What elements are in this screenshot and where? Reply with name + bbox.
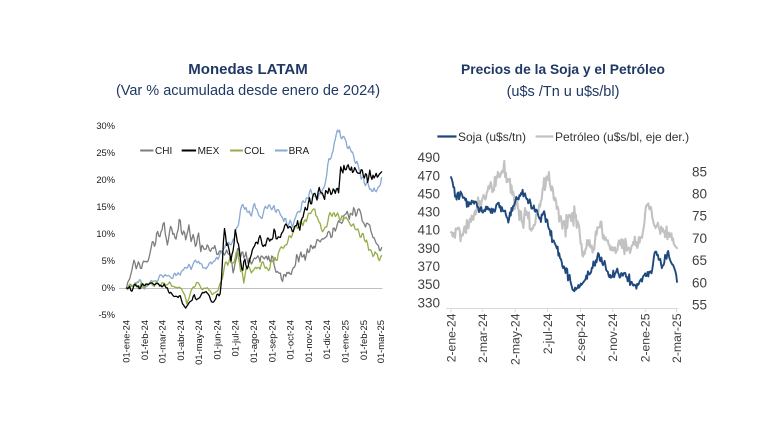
svg-text:330: 330 (417, 295, 440, 310)
svg-text:15%: 15% (96, 202, 115, 212)
svg-text:01-mar-24: 01-mar-24 (157, 320, 168, 363)
svg-text:01-feb-25: 01-feb-25 (358, 320, 369, 360)
svg-text:75: 75 (692, 209, 707, 224)
svg-text:01-mar-25: 01-mar-25 (375, 320, 386, 363)
svg-text:30%: 30% (96, 121, 115, 131)
svg-text:01-abr-24: 01-abr-24 (175, 320, 186, 361)
svg-text:70: 70 (692, 231, 707, 246)
svg-text:01-sep-24: 01-sep-24 (267, 320, 278, 362)
svg-text:-5%: -5% (98, 310, 115, 320)
svg-text:2-nov-24: 2-nov-24 (606, 313, 620, 361)
svg-text:01-nov-24: 01-nov-24 (303, 320, 314, 362)
svg-text:0%: 0% (102, 283, 115, 293)
svg-text:390: 390 (417, 241, 440, 256)
svg-text:85: 85 (692, 164, 707, 179)
svg-text:2-may-24: 2-may-24 (509, 313, 523, 365)
svg-text:01-dic-24: 01-dic-24 (321, 320, 332, 359)
svg-text:2-ene-25: 2-ene-25 (639, 313, 653, 362)
svg-text:01-ago-24: 01-ago-24 (248, 320, 259, 363)
svg-text:MEX: MEX (198, 146, 220, 157)
svg-text:(u$s /Tn u u$s/bl): (u$s /Tn u u$s/bl) (507, 84, 620, 100)
svg-text:CHI: CHI (155, 146, 172, 157)
svg-text:430: 430 (417, 205, 440, 220)
svg-text:2-mar-25: 2-mar-25 (670, 313, 684, 363)
svg-text:2-jul-24: 2-jul-24 (541, 313, 555, 354)
svg-text:01-ene-24: 01-ene-24 (121, 320, 132, 363)
svg-text:BRA: BRA (289, 146, 310, 157)
svg-text:2-ene-24: 2-ene-24 (444, 313, 458, 362)
svg-text:80: 80 (692, 187, 707, 202)
svg-text:COL: COL (244, 146, 265, 157)
svg-text:2-sep-24: 2-sep-24 (574, 313, 588, 361)
svg-text:490: 490 (417, 150, 440, 165)
svg-text:Precios de la Soja y el Petról: Precios de la Soja y el Petróleo (461, 62, 665, 77)
svg-text:Soja (u$s/tn): Soja (u$s/tn) (458, 130, 526, 144)
svg-text:25%: 25% (96, 148, 115, 158)
svg-text:55: 55 (692, 298, 707, 313)
svg-text:2-mar-24: 2-mar-24 (476, 313, 490, 363)
svg-text:01-ene-25: 01-ene-25 (340, 320, 351, 363)
svg-text:470: 470 (417, 168, 440, 183)
svg-text:Petróleo (u$s/bl, eje der.): Petróleo (u$s/bl, eje der.) (555, 130, 689, 144)
svg-text:01-jun-24: 01-jun-24 (212, 320, 223, 360)
svg-text:60: 60 (692, 275, 707, 290)
svg-text:410: 410 (417, 223, 440, 238)
svg-text:01-may-24: 01-may-24 (193, 320, 204, 365)
svg-text:20%: 20% (96, 175, 115, 185)
svg-text:(Var % acumulada desde enero d: (Var % acumulada desde enero de 2024) (116, 83, 380, 99)
svg-text:370: 370 (417, 259, 440, 274)
svg-text:01-jul-24: 01-jul-24 (230, 320, 241, 356)
svg-text:5%: 5% (102, 256, 115, 266)
svg-text:350: 350 (417, 277, 440, 292)
svg-text:65: 65 (692, 253, 707, 268)
svg-text:Monedas LATAM: Monedas LATAM (188, 61, 307, 78)
svg-text:450: 450 (417, 186, 440, 201)
svg-text:01-feb-24: 01-feb-24 (139, 320, 150, 360)
svg-text:01-oct-24: 01-oct-24 (285, 320, 296, 360)
svg-text:10%: 10% (96, 229, 115, 239)
